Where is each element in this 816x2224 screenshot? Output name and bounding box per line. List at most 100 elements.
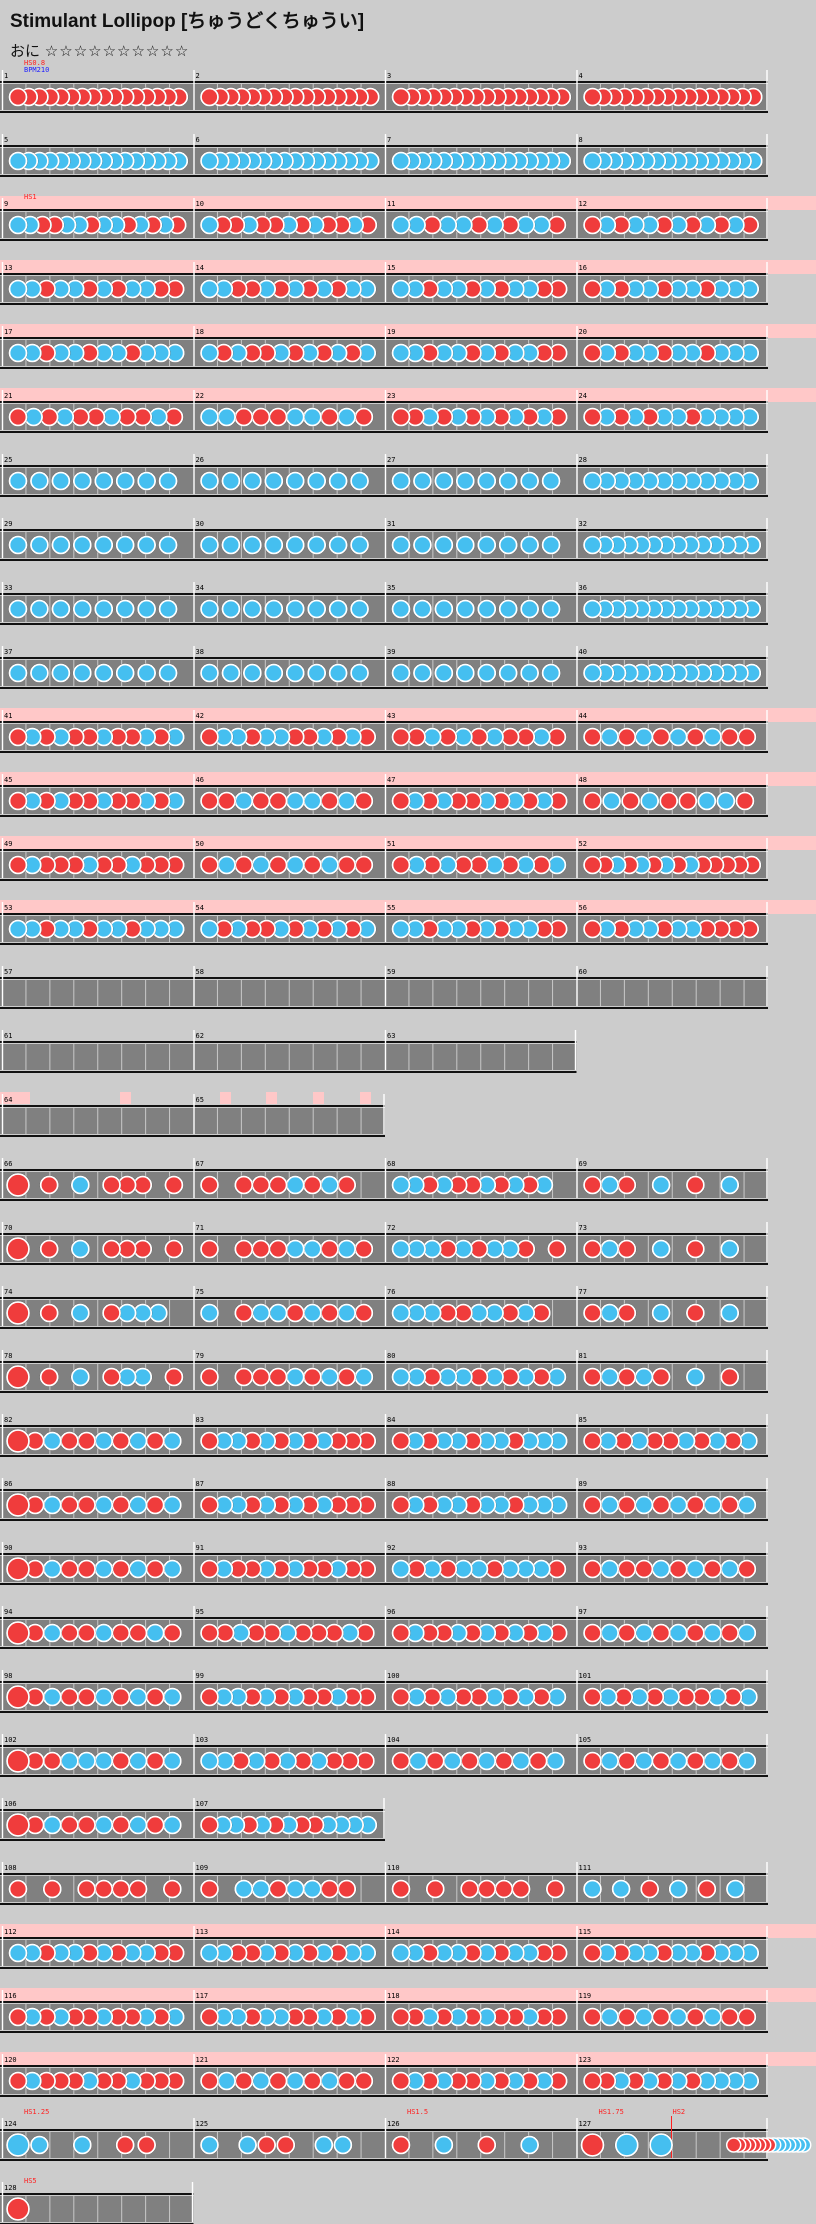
- ka-note: [337, 791, 357, 811]
- difficulty-stars: ☆☆☆☆☆☆☆☆☆☆: [44, 42, 190, 60]
- measure-number: 44: [579, 712, 587, 720]
- ka-note: [583, 471, 602, 491]
- ka-note: [455, 535, 475, 555]
- ka-note: [453, 1367, 473, 1387]
- big-don-note: [6, 1173, 30, 1197]
- lane-bottom-border: [0, 943, 768, 945]
- don-note: [500, 855, 520, 875]
- big-don-note: [6, 1237, 30, 1261]
- measure-number: 18: [196, 328, 204, 336]
- don-note: [614, 1687, 634, 1707]
- ka-note: [42, 1815, 62, 1835]
- ka-note: [314, 2135, 334, 2155]
- measure-number: 120: [4, 2056, 17, 2064]
- hs-label: HS2: [673, 2108, 686, 2116]
- don-note: [651, 727, 671, 747]
- ka-note: [8, 663, 28, 683]
- don-note: [617, 1495, 637, 1515]
- big-don-note: [6, 1429, 30, 1453]
- gogo-band: [0, 2052, 816, 2066]
- ka-note: [285, 855, 305, 875]
- don-note: [617, 1367, 637, 1387]
- don-note: [720, 2007, 740, 2027]
- ka-note: [251, 2071, 271, 2091]
- measure-number: 106: [4, 1800, 17, 1808]
- don-note: [583, 1367, 602, 1387]
- gogo-blink: [266, 1092, 277, 1104]
- don-note: [500, 727, 520, 747]
- ka-note: [598, 1431, 618, 1451]
- measure-number: 127: [579, 2120, 592, 2128]
- measure-number: 59: [387, 968, 395, 976]
- ka-note: [94, 663, 114, 683]
- lane-top-border: [0, 273, 768, 275]
- don-note: [391, 1431, 411, 1451]
- measure-number: 66: [4, 1160, 12, 1168]
- don-note: [617, 1559, 637, 1579]
- ka-note: [391, 599, 411, 619]
- ka-note: [24, 407, 43, 427]
- ka-note: [72, 663, 92, 683]
- don-note: [234, 407, 254, 427]
- ka-note: [498, 599, 518, 619]
- ka-note: [148, 407, 168, 427]
- ka-note: [545, 1751, 565, 1771]
- measure-number: 100: [387, 1672, 400, 1680]
- measure-number: 77: [579, 1288, 587, 1296]
- lane-top-border: [0, 849, 768, 851]
- gogo-blink: [360, 1092, 371, 1104]
- don-note: [217, 791, 237, 811]
- ka-note: [251, 1879, 271, 1899]
- ka-note: [583, 599, 602, 619]
- ka-note: [30, 599, 49, 619]
- lane-bottom-border: [0, 175, 768, 177]
- don-note: [262, 1751, 282, 1771]
- measure-number: 37: [4, 648, 12, 656]
- don-note: [337, 1175, 357, 1195]
- don-note: [720, 1495, 740, 1515]
- don-note: [500, 1687, 520, 1707]
- lane-bottom-border: [0, 815, 768, 817]
- measure-number: 49: [4, 840, 12, 848]
- don-note: [500, 215, 520, 235]
- ka-note: [477, 1751, 497, 1771]
- measure-number: 70: [4, 1224, 12, 1232]
- don-note: [485, 1559, 504, 1579]
- don-note: [531, 1687, 551, 1707]
- ka-note: [94, 471, 114, 491]
- don-note: [309, 1623, 329, 1643]
- ka-note: [350, 599, 369, 619]
- ka-note: [200, 215, 219, 235]
- measure-number: 126: [387, 2120, 400, 2128]
- ka-note: [413, 535, 432, 555]
- don-note: [354, 855, 374, 875]
- ka-note: [285, 663, 305, 683]
- ka-note: [302, 1879, 322, 1899]
- measure-number: 68: [387, 1160, 395, 1168]
- ka-note: [737, 1623, 757, 1643]
- don-note: [215, 1623, 235, 1643]
- ka-note: [434, 663, 454, 683]
- ka-note: [600, 1751, 620, 1771]
- don-note: [293, 1623, 313, 1643]
- don-note: [659, 791, 679, 811]
- don-note: [200, 1687, 219, 1707]
- don-note: [302, 2071, 322, 2091]
- don-note: [145, 1751, 165, 1771]
- big-don-note: [580, 2133, 605, 2157]
- lane-bottom-border: [0, 1519, 768, 1521]
- measure-number: 17: [4, 328, 12, 336]
- don-note: [94, 1879, 114, 1899]
- ka-note: [137, 663, 157, 683]
- measure-number: 98: [4, 1672, 12, 1680]
- ka-note: [686, 1559, 705, 1579]
- ka-note: [162, 1815, 182, 1835]
- ka-note: [422, 727, 442, 747]
- don-note: [686, 1751, 705, 1771]
- measure-number: 91: [196, 1544, 204, 1552]
- don-note: [302, 1367, 322, 1387]
- measure-number: 13: [4, 264, 12, 272]
- ka-note: [8, 279, 28, 299]
- don-note: [234, 1303, 254, 1323]
